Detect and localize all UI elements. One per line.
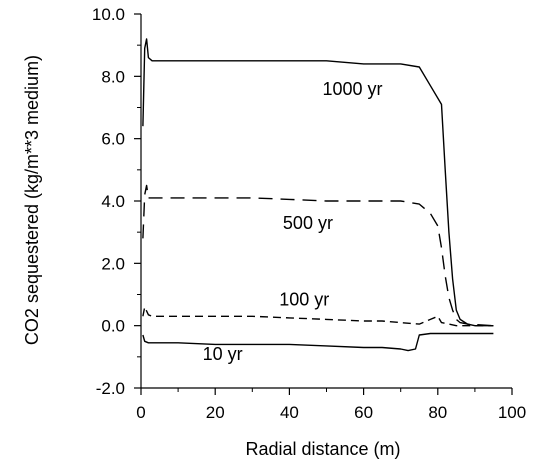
- series-line-1000-yr: [142, 38, 494, 327]
- series-annotation: 100 yr: [279, 289, 329, 309]
- y-tick-label: -2.0: [96, 379, 125, 398]
- y-axis-label: CO2 sequestered (kg/m**3 medium): [22, 55, 42, 345]
- y-tick-label: 2.0: [101, 254, 125, 273]
- series-line-100-yr: [142, 306, 494, 327]
- y-tick-label: 6.0: [101, 130, 125, 149]
- x-tick-label: 0: [136, 403, 145, 422]
- y-tick-label: 4.0: [101, 192, 125, 211]
- annotation-layer: 1000 yr 500 yr 100 yr 10 yr: [203, 79, 383, 364]
- series-line-10-yr: [142, 332, 494, 352]
- series-line-500-yr: [142, 184, 494, 327]
- x-tick-label: 40: [280, 403, 299, 422]
- x-tick-label: 60: [354, 403, 373, 422]
- y-tick-label: 8.0: [101, 67, 125, 86]
- y-tick-label: 10.0: [92, 5, 125, 24]
- x-tick-label: 100: [498, 403, 526, 422]
- x-tick-label: 80: [428, 403, 447, 422]
- x-axis-label: Radial distance (m): [245, 439, 400, 459]
- series-layer: [142, 38, 494, 352]
- y-tick-label: 0.0: [101, 317, 125, 336]
- series-annotation: 10 yr: [203, 344, 243, 364]
- x-tick-label: 20: [206, 403, 225, 422]
- series-annotation: 1000 yr: [322, 79, 382, 99]
- series-annotation: 500 yr: [283, 213, 333, 233]
- ticks: 0 20 40 60 80 100 -2.0 0.0 2.0 4.0 6.0 8.0 10.0: [92, 5, 526, 422]
